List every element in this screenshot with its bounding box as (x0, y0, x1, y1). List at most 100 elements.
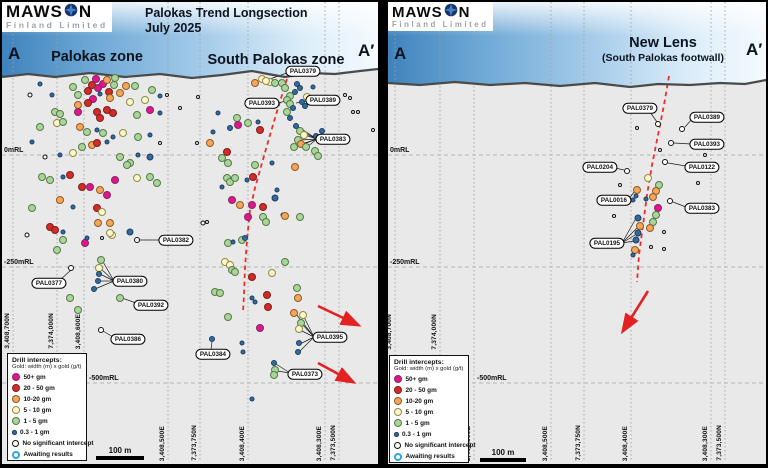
intercept-dot-nsi (24, 232, 30, 238)
intercept-dot-c1 (146, 173, 154, 181)
intercept-dot-c1 (296, 213, 304, 221)
drill-label-pal0204: PAL0204 (582, 161, 618, 173)
intercept-dot-c03 (239, 340, 245, 346)
intercept-dot-c20 (78, 183, 86, 191)
intercept-dot-c10 (116, 89, 124, 97)
intercept-dot-c5 (268, 269, 276, 277)
legend-label: 1 - 5 gm (23, 417, 48, 425)
intercept-dot-c10 (56, 196, 64, 204)
legend-title: Drill intercepts: (12, 357, 62, 364)
rl-label: 0mRL (4, 147, 24, 154)
intercept-dot-c1 (231, 174, 239, 182)
legend-item-c1: 1 - 5 gm (12, 416, 83, 427)
intercept-dot-c03 (302, 103, 308, 109)
legend: Drill intercepts: Gold: width (m) x gold … (7, 353, 94, 461)
legend-swatch-c03 (12, 430, 17, 435)
logo-subtext: Finland Limited (6, 20, 108, 30)
intercept-dot-c5 (106, 229, 114, 237)
intercept-dot-c1 (216, 289, 224, 297)
section-letter-a-right: A (394, 44, 407, 63)
intercept-dot-c1 (224, 313, 232, 321)
mawson-logo: MAWS N Finland Limited (388, 2, 493, 31)
rl-label: -250mRL (4, 259, 34, 266)
intercept-dot-c03 (95, 278, 101, 284)
intercept-dot-c03 (57, 152, 63, 158)
intercept-dot-c03 (632, 236, 640, 244)
intercept-dot-c1 (290, 143, 298, 151)
intercept-dot-c03 (630, 252, 636, 258)
intercept-dot-c03 (97, 91, 103, 97)
compass-icon (444, 3, 457, 17)
intercept-dot-nsi (703, 153, 707, 157)
rl-label: 0mRL (390, 147, 410, 154)
zone-label-new-lens: New Lens (629, 35, 697, 51)
intercept-dot-c03 (319, 128, 325, 134)
intercept-dot-nsi (134, 237, 140, 243)
intercept-dot-c1 (59, 236, 67, 244)
intercept-dot-c1 (56, 110, 64, 118)
legend-subtitle: Gold: width (m) x gold (g/t) (394, 366, 464, 372)
legend-swatch-c20 (394, 386, 402, 395)
intercept-dot-c03 (297, 85, 303, 91)
intercept-dot-c03 (91, 286, 97, 292)
intercept-dot-c5 (133, 174, 141, 182)
intercept-dot-c03 (230, 239, 236, 245)
intercept-dot-c5 (119, 129, 127, 137)
intercept-dot-nsi (618, 183, 622, 187)
legend-label: Awaiting results (23, 451, 73, 459)
intercept-dot-c5 (295, 325, 303, 333)
legend-title: Drill intercepts: (394, 359, 444, 366)
intercept-dot-c1 (74, 91, 82, 99)
legend-item-c50: 50+ gm (394, 374, 465, 385)
intercept-dot-c10 (291, 163, 299, 171)
intercept-dot-nsi (195, 141, 199, 145)
scale-bar (480, 458, 526, 462)
intercept-dot-c1 (69, 83, 77, 91)
intercept-dot-c1 (36, 123, 44, 131)
intercept-dot-c1 (116, 153, 124, 161)
intercept-dot-c1 (38, 173, 46, 181)
intercept-dot-c03 (274, 187, 280, 193)
intercept-dot-c5 (299, 311, 307, 319)
intercept-dot-c03 (157, 93, 163, 99)
intercept-dot-c1 (153, 179, 161, 187)
coordinate-label: 3,408,300E (702, 425, 709, 461)
intercept-dot-c1 (66, 294, 74, 302)
intercept-dot-c1 (224, 159, 232, 167)
intercept-dot-c1 (83, 128, 91, 136)
legend-item-c5: 5 - 10 gm (394, 407, 465, 418)
intercept-dot-c1 (99, 129, 107, 137)
intercept-dot-nsi (679, 126, 685, 132)
intercept-dot-c1 (281, 258, 289, 266)
intercept-dot-nsi (100, 236, 104, 240)
legend-label: 5 - 10 gm (405, 408, 434, 416)
intercept-dot-c03 (49, 92, 55, 98)
intercept-dot-c1 (262, 218, 270, 226)
intercept-dot-c03 (271, 360, 277, 366)
logo-subtext: Finland Limited (392, 20, 489, 29)
legend-label: 50+ gm (23, 373, 46, 381)
intercept-dot-c03 (249, 396, 255, 402)
intercept-dot-c03 (634, 214, 642, 222)
drill-label-pal0380: PAL0380 (112, 275, 148, 287)
drill-label-pal0389: PAL0389 (305, 94, 341, 106)
intercept-dot-c1 (302, 143, 310, 151)
legend-subtitle: Gold: width (m) x gold (g/t) (12, 364, 82, 370)
coordinate-label: 3,408,400E (622, 425, 629, 461)
legend-swatch-c03 (394, 432, 399, 437)
mawson-logo: MAWS N Finland Limited (2, 2, 112, 32)
intercept-dot-c20 (93, 139, 101, 147)
coordinate-label: 3,408,500E (159, 425, 166, 461)
intercept-dot-c20 (96, 114, 104, 122)
drill-label-pal0195: PAL0195 (589, 237, 625, 249)
intercept-dot-c5 (141, 96, 149, 104)
intercept-dot-c1 (148, 86, 156, 94)
intercept-dot-nsi (165, 93, 169, 97)
intercept-dot-c03 (252, 299, 258, 305)
legend-swatch-c5 (12, 406, 20, 415)
intercept-dot-c10 (236, 201, 244, 209)
intercept-dot-c03 (29, 139, 35, 145)
intercept-dot-c03 (295, 349, 301, 355)
intercept-dot-c20 (263, 291, 271, 299)
